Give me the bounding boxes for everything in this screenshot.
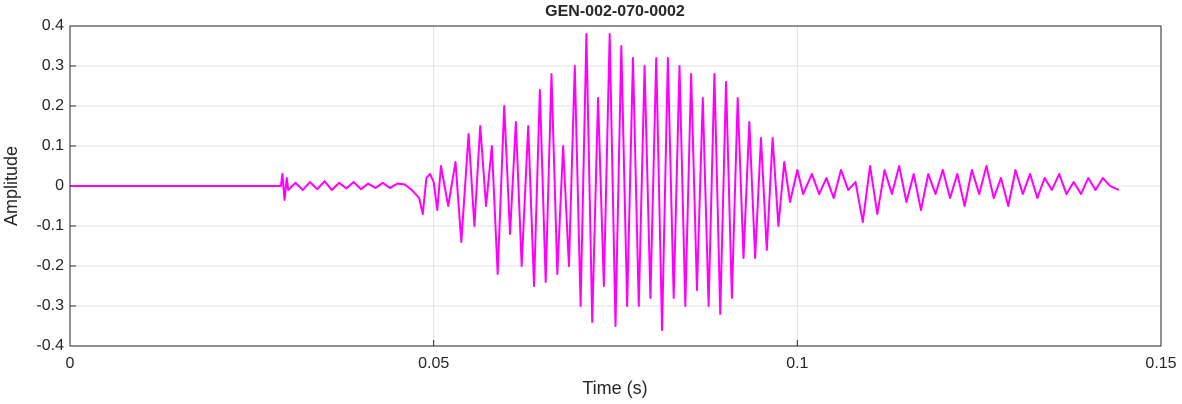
y-tick-label: -0.1 <box>36 217 64 234</box>
x-tick-label: 0 <box>66 355 75 372</box>
y-tick-label: 0.4 <box>42 17 64 34</box>
x-tick-label: 0.15 <box>1145 355 1176 372</box>
y-tick-label: 0.2 <box>42 97 64 114</box>
x-tick-label: 0.05 <box>418 355 449 372</box>
x-axis-label: Time (s) <box>582 378 647 398</box>
y-tick-label: -0.4 <box>36 337 64 354</box>
y-tick-label: 0 <box>55 177 64 194</box>
y-tick-label: 0.1 <box>42 137 64 154</box>
y-tick-label: -0.3 <box>36 297 64 314</box>
y-tick-label: -0.2 <box>36 257 64 274</box>
y-tick-label: 0.3 <box>42 57 64 74</box>
chart-title: GEN-002-070-0002 <box>545 3 685 20</box>
x-tick-label: 0.1 <box>786 355 808 372</box>
axes-box <box>69 25 1162 347</box>
y-axis-label: Amplitude <box>1 146 21 226</box>
waveform-line <box>70 33 1120 331</box>
